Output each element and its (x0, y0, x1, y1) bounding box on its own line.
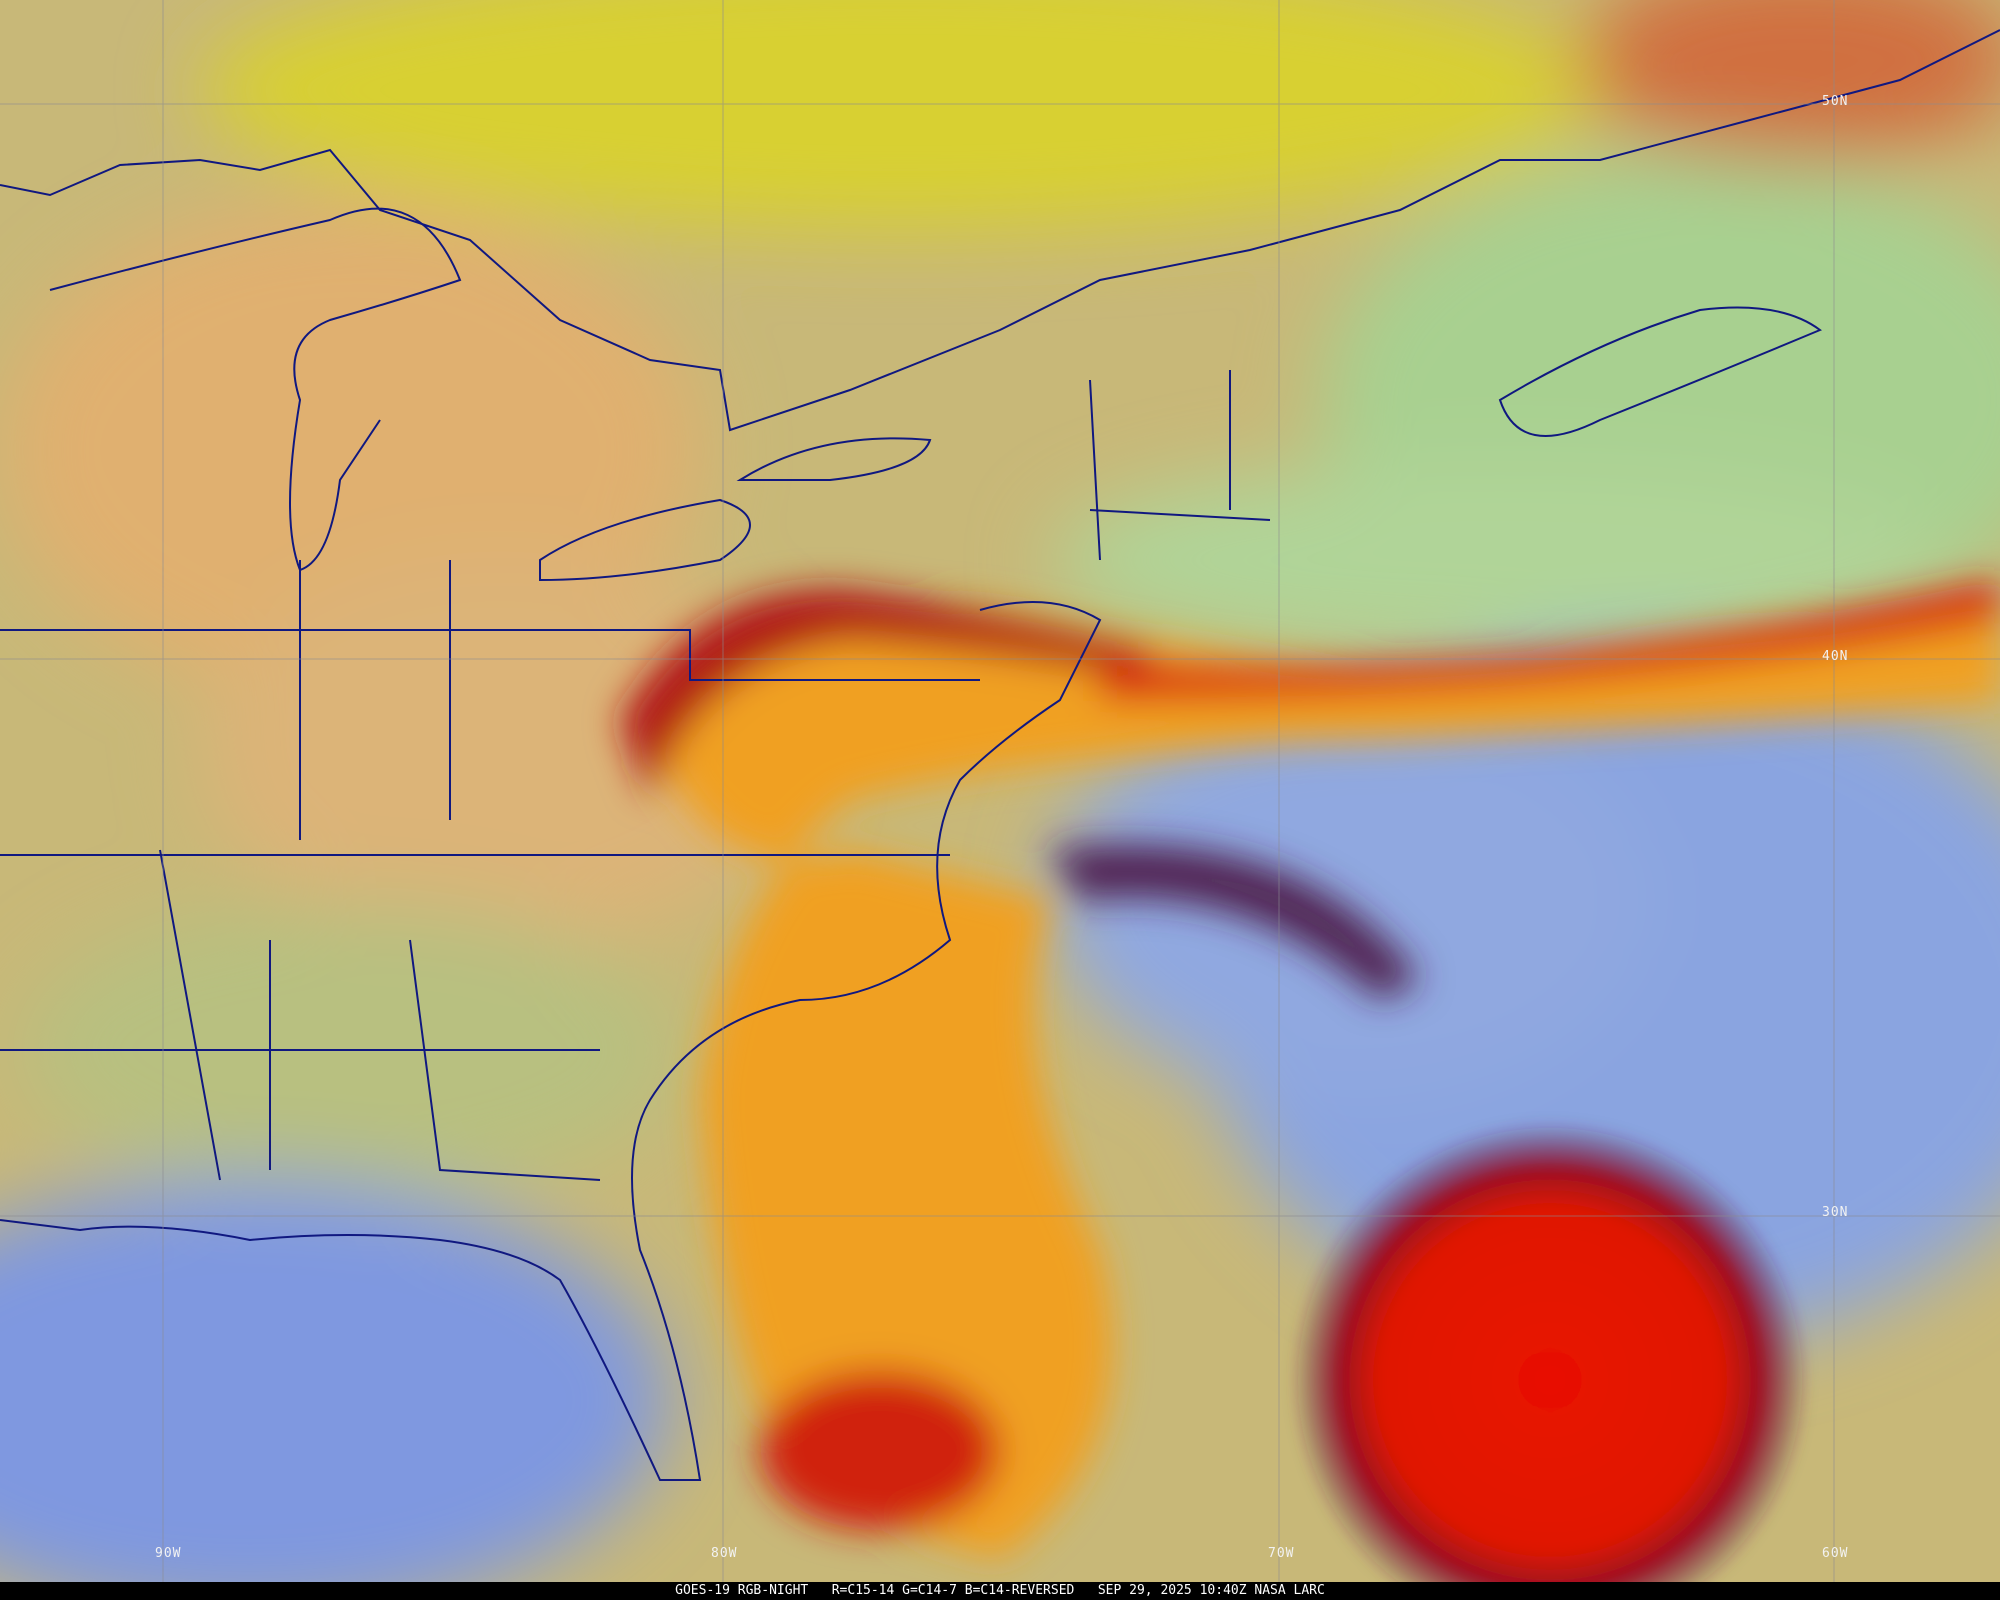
lon-label-70w: 70W (1268, 1546, 1295, 1561)
caption-source: NASA LARC (1254, 1583, 1325, 1598)
lon-label-60w: 60W (1822, 1546, 1849, 1561)
caption-satellite: GOES-19 (675, 1583, 730, 1598)
lat-label-40n: 40N (1822, 649, 1849, 664)
caption-channels: R=C15-14 G=C14-7 B=C14-REVERSED (831, 1583, 1075, 1598)
caption-datetime: SEP 29, 2025 10:40Z (1097, 1583, 1247, 1598)
caption-product: RGB-NIGHT (737, 1583, 809, 1598)
image-caption: GOES-19 RGB-NIGHT R=C15-14 G=C14-7 B=C14… (0, 1582, 2000, 1600)
lat-label-30n: 30N (1822, 1205, 1849, 1220)
lat-label-50n: 50N (1822, 94, 1849, 109)
lon-label-90w: 90W (155, 1546, 182, 1561)
lon-label-80w: 80W (711, 1546, 738, 1561)
boundaries (0, 29, 2000, 1481)
